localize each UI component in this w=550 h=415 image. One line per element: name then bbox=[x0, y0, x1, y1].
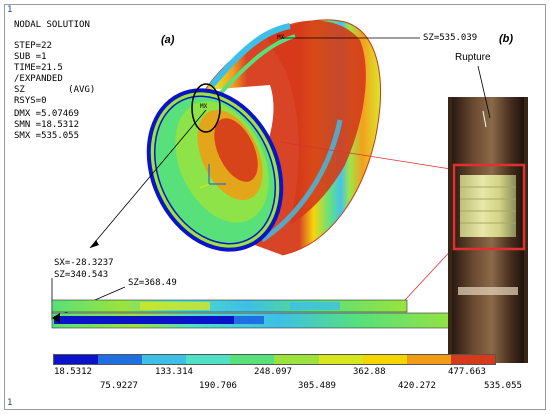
info-title: NODAL SOLUTION bbox=[14, 20, 90, 30]
legend-swatch-5 bbox=[230, 355, 275, 364]
cross-section-strip bbox=[51, 299, 463, 329]
legend-swatch-6 bbox=[274, 355, 319, 364]
info-rsys: RSYS=0 bbox=[14, 96, 47, 106]
max-marker-label: MX bbox=[277, 34, 285, 41]
coordinate-triad-icon bbox=[199, 164, 226, 189]
info-step: STEP=22 bbox=[14, 41, 52, 51]
legend-tick-2: 75.9227 bbox=[100, 381, 138, 391]
legend-tick-1: 18.5312 bbox=[54, 367, 92, 377]
cylinder-front-end bbox=[146, 88, 284, 252]
panel-a-label: (a) bbox=[161, 34, 175, 46]
panel-b-label: (b) bbox=[499, 33, 514, 45]
legend-tick-10: 535.055 bbox=[484, 381, 522, 391]
legend-swatch-3 bbox=[142, 355, 187, 364]
legend-tick-8: 420.272 bbox=[398, 381, 436, 391]
specimen-photo bbox=[448, 97, 528, 363]
sx-probe-readout: SX=-28.3237 bbox=[54, 258, 114, 268]
legend-swatch-8 bbox=[362, 355, 407, 364]
legend-swatch-9 bbox=[406, 355, 451, 364]
sz-max-readout: SZ=535.039 bbox=[423, 33, 478, 43]
legend-swatch-7 bbox=[318, 355, 363, 364]
legend-tick-4: 190.706 bbox=[199, 381, 237, 391]
legend-swatch-2 bbox=[98, 355, 143, 364]
info-sub: SUB =1 bbox=[14, 52, 47, 62]
info-expanded: /EXPANDED bbox=[14, 74, 63, 84]
min-marker-label: MX bbox=[200, 103, 208, 110]
info-time: TIME=21.5 bbox=[14, 63, 63, 73]
rupture-label: Rupture bbox=[455, 52, 491, 63]
legend-tick-7: 362.88 bbox=[353, 367, 386, 377]
legend-tick-9: 477.663 bbox=[448, 367, 486, 377]
sz-probe-readout: SZ=340.543 bbox=[54, 270, 109, 280]
info-smx: SMX =535.055 bbox=[14, 131, 80, 141]
graphics-window-frame bbox=[4, 4, 546, 410]
legend-tick-6: 305.489 bbox=[298, 381, 336, 391]
info-smn: SMN =18.5312 bbox=[14, 120, 80, 130]
legend-swatch-4 bbox=[186, 355, 231, 364]
rupture-zone-circle bbox=[191, 83, 221, 133]
callout-line-top bbox=[279, 141, 458, 171]
probe-leader-line bbox=[89, 109, 207, 249]
legend-swatch-10 bbox=[450, 355, 495, 364]
info-component: SZ (AVG) bbox=[14, 85, 96, 95]
window-number-bottom: 1 bbox=[7, 398, 13, 408]
legend-tick-5: 248.097 bbox=[254, 367, 292, 377]
info-dmx: DMX =5.07469 bbox=[14, 109, 80, 119]
window-number-top: 1 bbox=[7, 5, 13, 15]
legend-swatch-1 bbox=[54, 355, 99, 364]
sz-section-readout: SZ=368.49 bbox=[128, 278, 177, 288]
color-legend-bar bbox=[53, 354, 496, 365]
legend-tick-3: 133.314 bbox=[155, 367, 193, 377]
